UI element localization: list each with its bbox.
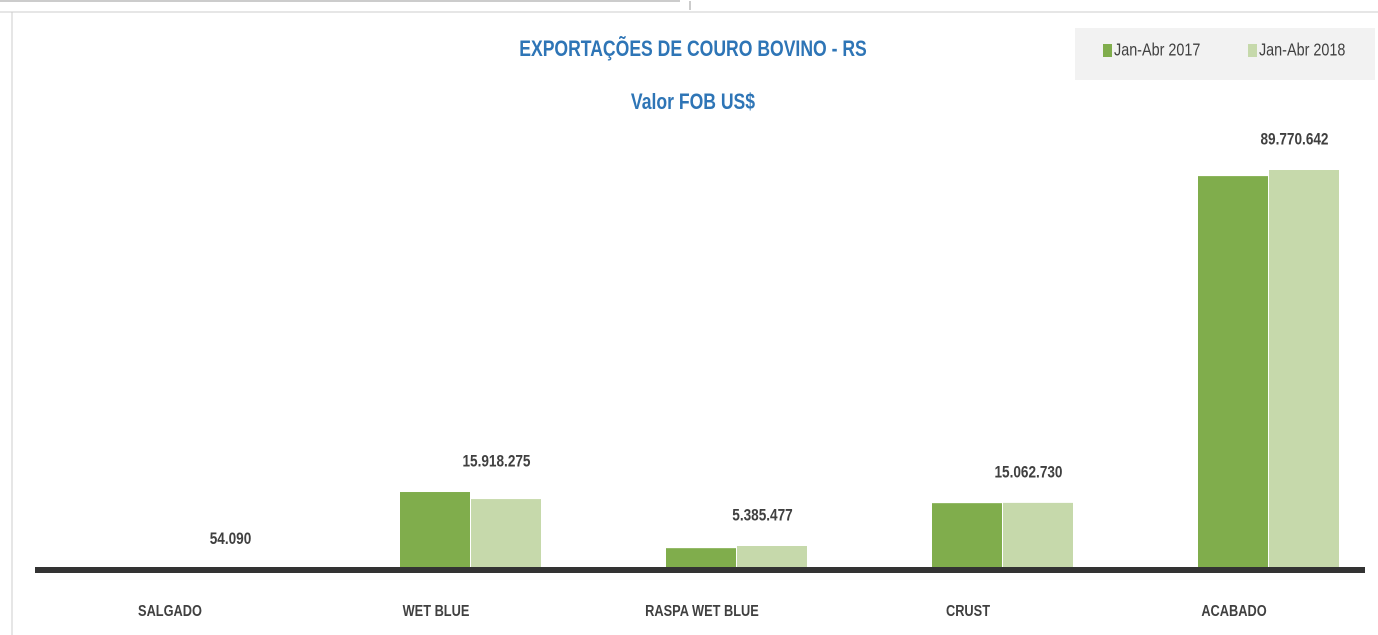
- x-tick-label: CRUST: [946, 603, 990, 621]
- legend-box: [1075, 28, 1375, 80]
- data-label: 15.062.730: [995, 463, 1063, 482]
- data-label: 89.770.642: [1261, 130, 1329, 149]
- bar: [1269, 170, 1339, 570]
- data-label: 54.090: [210, 530, 252, 549]
- bar: [471, 499, 541, 570]
- bar: [666, 548, 736, 570]
- bar: [1198, 176, 1268, 570]
- data-label: 5.385.477: [732, 506, 792, 525]
- chart-subtitle: Valor FOB US$: [631, 90, 755, 114]
- bar: [932, 503, 1002, 570]
- legend-swatch: [1248, 44, 1257, 57]
- x-tick-label: WET BLUE: [403, 603, 470, 621]
- legend-swatch: [1103, 44, 1112, 57]
- legend-label: Jan-Abr 2018: [1259, 40, 1345, 60]
- data-label: 15.918.275: [463, 452, 531, 471]
- x-tick-label: ACABADO: [1201, 603, 1266, 621]
- bar: [400, 492, 470, 570]
- chart-title: EXPORTAÇÕES DE COURO BOVINO - RS: [519, 35, 867, 62]
- x-tick-label: RASPA WET BLUE: [645, 603, 759, 621]
- bar: [1003, 502, 1073, 570]
- legend-label: Jan-Abr 2017: [1114, 40, 1200, 60]
- bar: [737, 546, 807, 570]
- x-tick-label: SALGADO: [138, 603, 202, 621]
